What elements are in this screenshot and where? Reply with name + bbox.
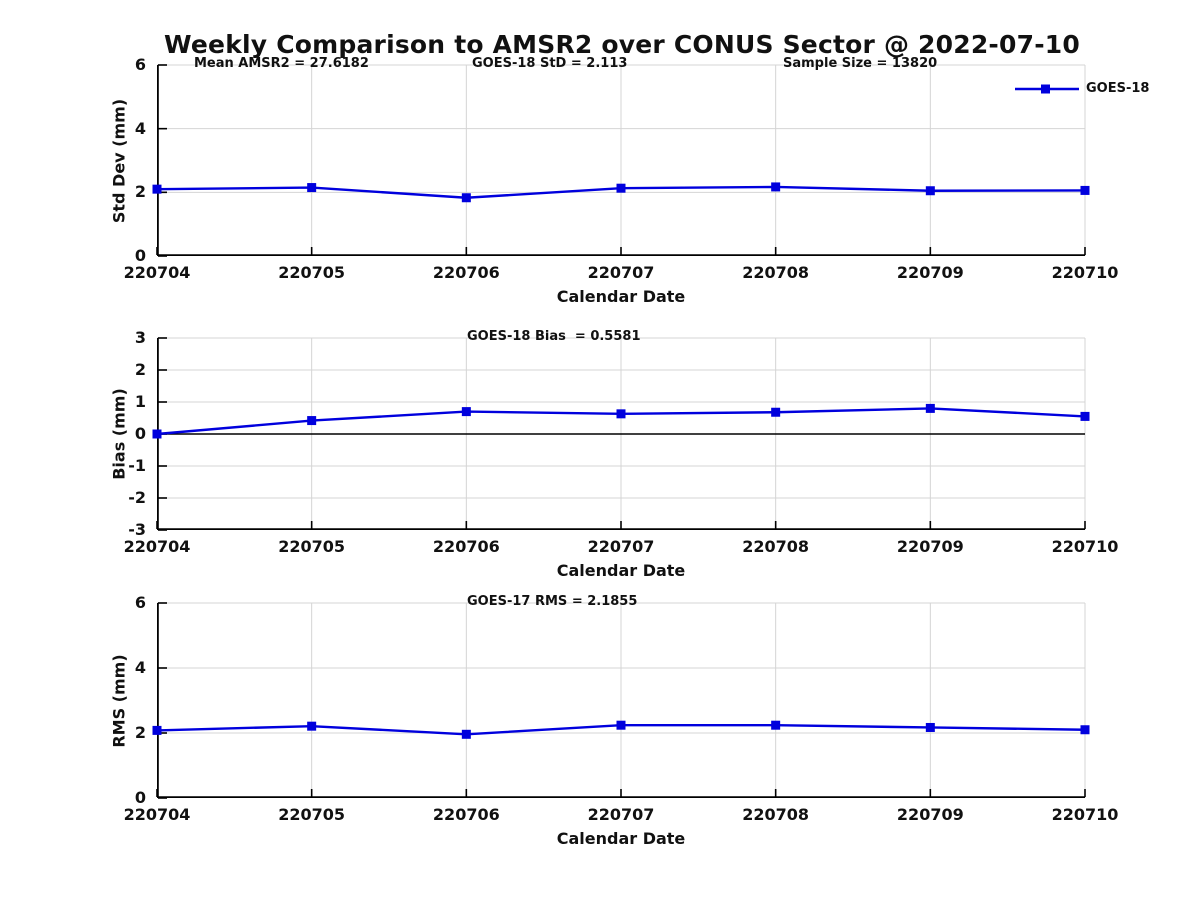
y-tick-label: 0 [134, 788, 146, 807]
x-tick-label: 220704 [123, 805, 191, 824]
annotation: GOES-18 StD = 2.113 [472, 56, 628, 71]
legend-line-sample [1015, 84, 1079, 93]
x-tick-label: 220706 [432, 537, 500, 556]
annotation: Sample Size = 13820 [783, 56, 938, 71]
y-tick-label: 1 [134, 392, 146, 411]
x-tick-label: 220706 [432, 805, 500, 824]
y-tick-label: -2 [128, 488, 146, 507]
x-tick-label: 220710 [1051, 263, 1119, 282]
x-tick-label: 220708 [742, 805, 810, 824]
data-point-marker [771, 720, 781, 730]
data-point-marker [461, 407, 471, 417]
x-tick-label: 220710 [1051, 805, 1119, 824]
gridlines [157, 64, 1086, 256]
annotation: GOES-18 Bias = 0.5581 [467, 329, 641, 344]
subplot-rms: RMS (mm) Calendar Date 6 4 2 0 220704 220705 2… [0, 593, 1200, 858]
legend: GOES-18 [1015, 81, 1149, 96]
data-point-marker [771, 407, 781, 417]
data-point-marker [1080, 185, 1090, 195]
data-point-marker [307, 183, 317, 193]
y-tick-label: 0 [134, 424, 146, 443]
plot-area-bias [152, 337, 1090, 531]
x-tick-label: 220710 [1051, 537, 1119, 556]
x-tick-label: 220706 [432, 263, 500, 282]
x-tick-label: 220705 [278, 263, 346, 282]
axes [156, 64, 1086, 257]
y-tick-label: -1 [128, 456, 146, 475]
data-point-marker [925, 186, 935, 196]
data-point-marker [307, 721, 317, 731]
x-tick-label: 220709 [896, 805, 964, 824]
plot-area-rms [152, 602, 1090, 799]
x-tick-label: 220707 [587, 805, 655, 824]
x-tick-label: 220705 [278, 537, 346, 556]
chart-title: Weekly Comparison to AMSR2 over CONUS Se… [164, 30, 1080, 59]
y-tick-label: 0 [134, 246, 146, 265]
legend-label: GOES-18 [1086, 81, 1150, 96]
x-tick-label: 220707 [587, 263, 655, 282]
data-point-marker [152, 725, 162, 735]
annotation: GOES-17 RMS = 2.1855 [467, 594, 638, 609]
y-tick-label: 2 [134, 723, 146, 742]
y-tick-label: 3 [134, 328, 146, 347]
x-tick-label: 220708 [742, 263, 810, 282]
data-point-marker [307, 416, 317, 426]
plot-area-std-dev [152, 64, 1090, 257]
annotation: Mean AMSR2 = 27.6182 [194, 56, 369, 71]
y-tick-label: 2 [134, 360, 146, 379]
x-tick-label: 220707 [587, 537, 655, 556]
axes [156, 602, 1086, 799]
gridlines [157, 602, 1086, 798]
y-tick-label: 2 [134, 182, 146, 202]
data-point-marker [925, 403, 935, 413]
y-tick-label: 6 [134, 55, 146, 74]
data-point-marker [1080, 725, 1090, 735]
data-point-marker [616, 409, 626, 419]
x-axis-label: Calendar Date [556, 561, 686, 580]
data-point-marker [1080, 411, 1090, 421]
data-point-marker [152, 429, 162, 439]
x-tick-label: 220709 [896, 537, 964, 556]
data-point-marker [616, 720, 626, 730]
x-tick-label: 220704 [123, 537, 191, 556]
data-point-marker [461, 729, 471, 739]
data-point-marker [616, 183, 626, 193]
x-axis-label: Calendar Date [556, 287, 686, 306]
legend-marker [1041, 84, 1050, 93]
data-point-marker [771, 182, 781, 192]
x-tick-label: 220705 [278, 805, 346, 824]
x-tick-label: 220708 [742, 537, 810, 556]
y-tick-label: 6 [134, 593, 146, 612]
data-point-marker [925, 722, 935, 732]
y-tick-label: -3 [128, 520, 146, 539]
data-point-marker [152, 184, 162, 194]
y-tick-label: 4 [134, 118, 146, 138]
subplot-bias: Bias (mm) Calendar Date 3 2 1 0 -1 -2 -3 220704… [0, 328, 1200, 590]
x-axis-label: Calendar Date [556, 829, 686, 848]
x-tick-label: 220709 [896, 263, 964, 282]
y-tick-label: 4 [134, 658, 146, 677]
x-tick-label: 220704 [123, 263, 191, 282]
data-point-marker [461, 193, 471, 203]
